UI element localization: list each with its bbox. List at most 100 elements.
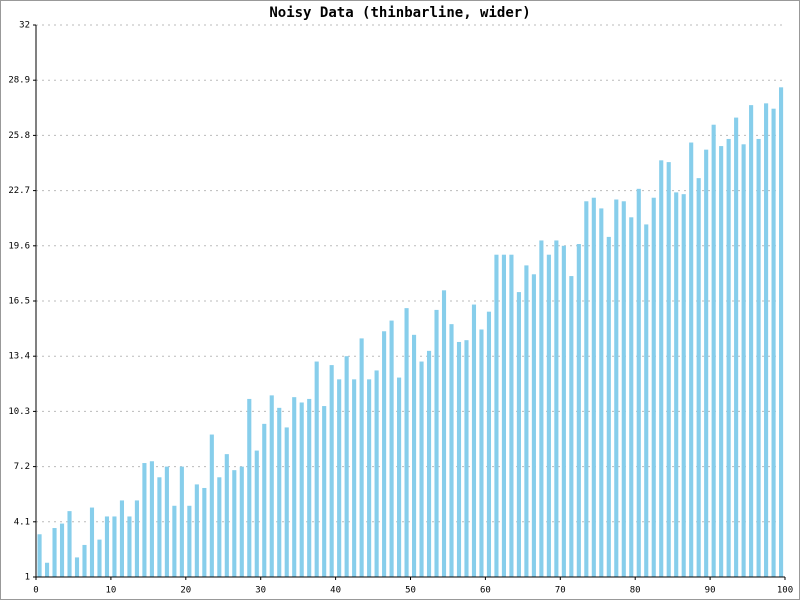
bar [426, 350, 432, 577]
bar [779, 87, 784, 578]
bar [689, 142, 694, 577]
bar [719, 146, 724, 578]
bar [104, 516, 110, 577]
bar [621, 201, 626, 577]
bar [741, 144, 746, 577]
bar [501, 254, 506, 577]
bar [262, 423, 267, 577]
bar [561, 245, 566, 578]
bar [651, 197, 656, 577]
bar [591, 197, 596, 577]
bar [674, 192, 679, 577]
bar [59, 523, 65, 577]
bar [726, 138, 731, 577]
bar [659, 160, 664, 577]
y-tick-label: 25.8 [8, 131, 30, 141]
bar [359, 338, 364, 577]
y-tick-label: 32 [19, 21, 30, 31]
y-tick-label: 16.5 [8, 297, 30, 307]
x-tick-label: 10 [105, 586, 116, 596]
bar [52, 528, 57, 577]
bar [449, 324, 454, 577]
bar [569, 276, 574, 577]
bar [292, 397, 297, 577]
bar [636, 188, 641, 578]
x-tick-label: 70 [555, 586, 566, 596]
chart-title: Noisy Data (thinbarline, wider) [269, 5, 530, 21]
bar [389, 320, 394, 577]
bar [97, 539, 102, 577]
x-tick-label: 100 [777, 586, 793, 596]
bar [37, 534, 42, 577]
y-tick-label: 4.1 [14, 517, 30, 527]
bar [277, 407, 282, 577]
bar [239, 466, 244, 577]
bar [314, 361, 319, 577]
bar [479, 329, 484, 577]
bar [666, 162, 671, 577]
bar [509, 254, 514, 577]
y-tick-label: 10.3 [8, 407, 30, 417]
bar [419, 361, 424, 577]
bar [756, 138, 761, 577]
bar [606, 236, 611, 577]
bar [397, 377, 402, 577]
bar [254, 450, 259, 577]
bar [584, 201, 589, 577]
bar [322, 406, 327, 577]
y-tick-label: 13.4 [8, 352, 30, 362]
bar [329, 365, 334, 577]
bar [711, 124, 716, 577]
bar [382, 331, 387, 577]
bar [352, 379, 357, 577]
bar [142, 463, 147, 577]
bar [172, 505, 177, 577]
bar [531, 274, 536, 577]
bar [127, 516, 132, 577]
bar [749, 105, 754, 578]
bar [224, 454, 229, 577]
bar [67, 511, 72, 577]
bar [337, 379, 342, 577]
x-tick-label: 20 [180, 586, 191, 596]
bar [374, 370, 379, 577]
bar [119, 500, 125, 577]
bar [284, 427, 289, 577]
x-tick-label: 80 [630, 586, 641, 596]
bar [471, 304, 477, 577]
bar [82, 544, 87, 577]
y-tick-label: 7.2 [14, 462, 30, 472]
bar [629, 217, 634, 577]
bar [157, 477, 162, 577]
bar [247, 398, 252, 577]
bar [74, 557, 80, 577]
bar [539, 240, 544, 577]
bar [704, 149, 709, 578]
bar [89, 507, 95, 577]
bar [299, 402, 304, 577]
bar [546, 254, 551, 577]
bar [217, 477, 222, 577]
bar [771, 108, 776, 578]
bar [764, 103, 769, 577]
bar [179, 466, 184, 577]
x-tick-label: 40 [330, 586, 341, 596]
bar [367, 379, 372, 577]
bar [187, 505, 192, 577]
bar [516, 292, 521, 577]
bar [269, 395, 274, 577]
bar [44, 562, 50, 577]
bar [411, 334, 417, 577]
y-tick-label: 28.9 [8, 76, 30, 86]
bar [644, 224, 649, 577]
bar [164, 466, 169, 577]
x-tick-label: 60 [480, 586, 491, 596]
x-tick-label: 0 [33, 586, 38, 596]
bar [134, 500, 139, 577]
bar [696, 178, 701, 577]
bar [434, 309, 439, 577]
bar [194, 484, 199, 577]
y-tick-label: 1 [25, 573, 30, 583]
x-tick-label: 50 [405, 586, 416, 596]
